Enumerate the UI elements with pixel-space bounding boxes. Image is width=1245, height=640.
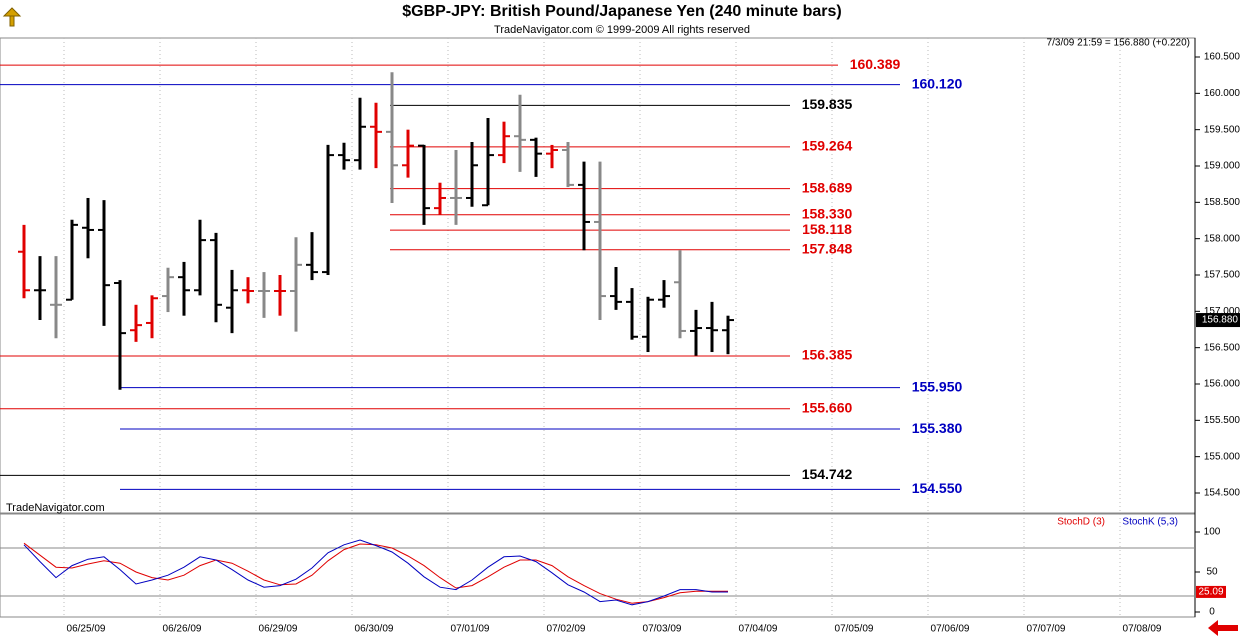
logo [2, 7, 22, 27]
y-tick-label: 158.000 [1204, 233, 1241, 244]
level-label: 158.330 [802, 205, 853, 221]
x-tick-label: 06/25/09 [67, 624, 106, 635]
stoch-last-box [1196, 585, 1226, 598]
level-label: 159.835 [802, 96, 853, 112]
y-tick-label: 160.000 [1204, 88, 1241, 99]
stoch-last-label: 25.09 [1198, 587, 1223, 598]
watermark: TradeNavigator.com [6, 502, 105, 514]
y-tick-label: 160.500 [1204, 52, 1241, 63]
y-tick-label: 155.000 [1204, 451, 1241, 462]
level-label: 155.660 [802, 399, 853, 415]
level-label: 155.950 [912, 378, 963, 394]
x-tick-label: 07/05/09 [835, 624, 874, 635]
y-tick-label: 158.500 [1204, 197, 1241, 208]
x-tick-label: 07/07/09 [1027, 624, 1066, 635]
y-tick-label: 156.000 [1204, 379, 1241, 390]
y-tick-label: 159.500 [1204, 124, 1241, 135]
chart-subtitle: TradeNavigator.com © 1999-2009 All right… [494, 24, 750, 36]
x-tick-label: 06/30/09 [355, 624, 394, 635]
level-label: 160.389 [850, 56, 901, 72]
legend-entry: StochK (5,3) [1122, 517, 1178, 528]
x-tick-label: 07/08/09 [1123, 624, 1162, 635]
x-tick-label: 06/26/09 [163, 624, 202, 635]
level-label: 155.380 [912, 420, 963, 436]
level-label: 159.264 [802, 138, 853, 154]
x-tick-label: 07/01/09 [451, 624, 490, 635]
status: 7/3/09 21:59 = 156.880 (+0.220) [1047, 38, 1190, 49]
y-tick-label: 157.500 [1204, 270, 1241, 281]
legend-entry: StochD (3) [1057, 517, 1105, 528]
level-label: 160.120 [912, 75, 963, 91]
y-tick-label: 156.500 [1204, 342, 1241, 353]
y-tick-label: 154.500 [1204, 488, 1241, 499]
y2-tick-label: 100 [1204, 527, 1221, 538]
stoch-line [23, 542, 728, 604]
x-tick-label: 07/03/09 [643, 624, 682, 635]
level-label: 158.689 [802, 179, 853, 195]
y-tick-label: 159.000 [1204, 161, 1241, 172]
level-label: 158.118 [802, 221, 852, 237]
level-label: 154.742 [802, 466, 853, 482]
x-tick-label: 07/06/09 [931, 624, 970, 635]
y2-tick-label: 0 [1209, 607, 1215, 618]
x-tick-label: 07/04/09 [739, 624, 778, 635]
chart-title: $GBP-JPY: British Pound/Japanese Yen (24… [402, 3, 842, 20]
x-tick-label: 07/02/09 [547, 624, 586, 635]
level-label: 154.550 [912, 480, 963, 496]
stoch-line [23, 539, 728, 606]
scroll-arrow[interactable] [1208, 620, 1238, 636]
level-label: 156.385 [802, 347, 853, 363]
last-price-label: 156.880 [1202, 315, 1239, 326]
level-label: 157.848 [802, 240, 853, 256]
x-tick-label: 06/29/09 [259, 624, 298, 635]
y-tick-label: 155.500 [1204, 415, 1241, 426]
y2-tick-label: 50 [1206, 567, 1218, 578]
last-price-box [1196, 313, 1240, 328]
y-tick-label: 157.000 [1204, 306, 1241, 317]
